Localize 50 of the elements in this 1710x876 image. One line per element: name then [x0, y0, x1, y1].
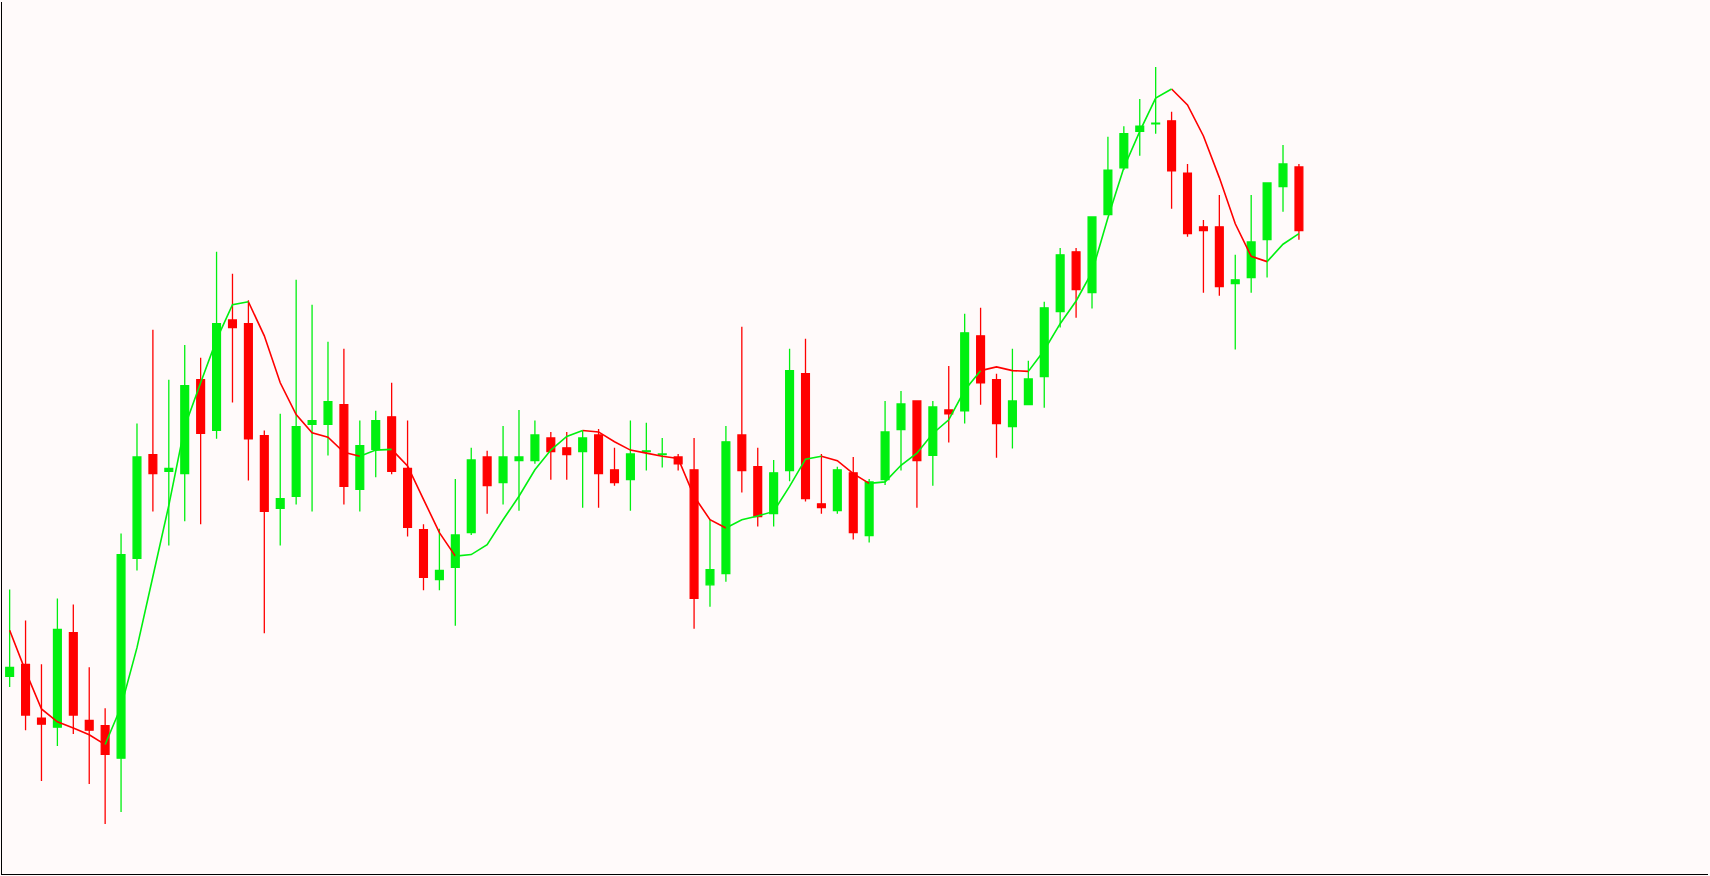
candlestick: [275, 413, 285, 547]
candlestick: [1230, 254, 1240, 351]
candlestick: [227, 273, 238, 404]
candlestick: [625, 419, 635, 512]
candlestick: [1071, 247, 1081, 319]
candlestick: [1119, 125, 1129, 171]
candlestick: [944, 365, 954, 444]
candlestick: [1167, 111, 1177, 210]
candlestick: [753, 447, 763, 528]
candlestick: [482, 450, 492, 515]
candlestick: [609, 447, 620, 487]
candlestick: [1103, 136, 1113, 216]
candlestick: [180, 344, 190, 522]
candlestick: [196, 357, 206, 525]
candlestick: [323, 341, 333, 457]
candlestick: [1007, 348, 1017, 450]
candlestick: [498, 425, 508, 506]
candlestick: [912, 400, 922, 509]
candlestick: [1087, 216, 1097, 310]
candlestick: [418, 523, 429, 591]
candlestick: [546, 431, 556, 481]
candlestick: [466, 447, 476, 536]
candlestick: [737, 326, 747, 494]
candlestick: [307, 304, 317, 513]
candlestick: [785, 348, 795, 482]
candlestick: [1246, 194, 1256, 294]
candlestick: [562, 431, 572, 481]
candlestick: [896, 390, 906, 472]
candlestick: [705, 519, 715, 608]
candlestick: [52, 597, 62, 747]
candlestick: [832, 466, 842, 515]
candlestick: [530, 419, 540, 465]
candlestick: [1214, 194, 1224, 297]
candlestick: [259, 429, 269, 634]
candlestick: [1198, 219, 1208, 294]
candlestick: [1294, 163, 1304, 241]
candlestick: [1055, 247, 1065, 329]
candlestick: [800, 338, 811, 503]
candlestick: [991, 373, 1002, 459]
candlestick: [434, 528, 444, 591]
candlestick: [1135, 98, 1145, 157]
candlestick: [5, 588, 15, 688]
candlestick: [148, 329, 158, 513]
candlestick: [1182, 163, 1193, 238]
candlestick: [657, 437, 667, 469]
candlestick: [164, 379, 174, 547]
candlestick: [641, 422, 651, 472]
candlestick: [132, 422, 142, 572]
candlestick: [1278, 144, 1288, 213]
candlestick: [291, 279, 301, 506]
